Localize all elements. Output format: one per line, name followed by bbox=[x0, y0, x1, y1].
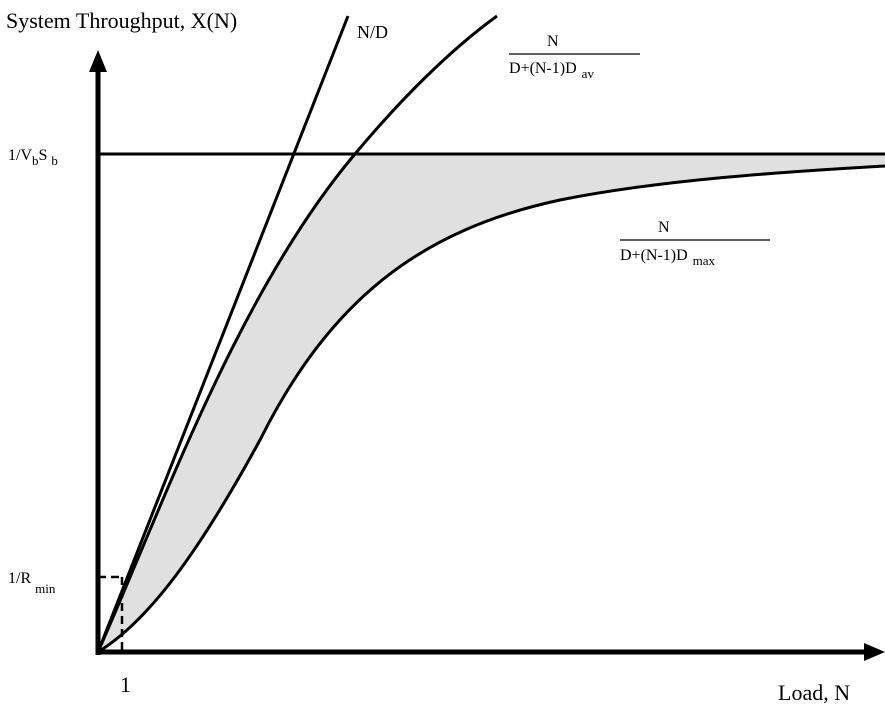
y-axis-title: System Throughput, X(N) bbox=[6, 8, 237, 33]
max-formula-numerator: N bbox=[658, 219, 670, 236]
upper-bound-label: 1/VbS b bbox=[8, 147, 58, 168]
x-axis-arrow bbox=[864, 643, 885, 661]
average-demand-curve bbox=[96, 14, 498, 653]
shaded-throughput-region bbox=[98, 154, 885, 652]
max-demand-curve bbox=[97, 164, 885, 654]
x-tick-label: 1 bbox=[120, 672, 131, 697]
y-axis-arrow bbox=[89, 50, 107, 72]
max-formula-denominator: D+(N-1)D max bbox=[620, 247, 716, 268]
x-axis-title: Load, N bbox=[778, 680, 850, 705]
n-over-d-line bbox=[96, 15, 350, 653]
average-formula-denominator: D+(N-1)D av bbox=[509, 60, 594, 81]
rmin-label: 1/Rmin bbox=[8, 570, 56, 596]
n-over-d-label: N/D bbox=[357, 22, 388, 42]
average-formula-numerator: N bbox=[547, 33, 559, 50]
